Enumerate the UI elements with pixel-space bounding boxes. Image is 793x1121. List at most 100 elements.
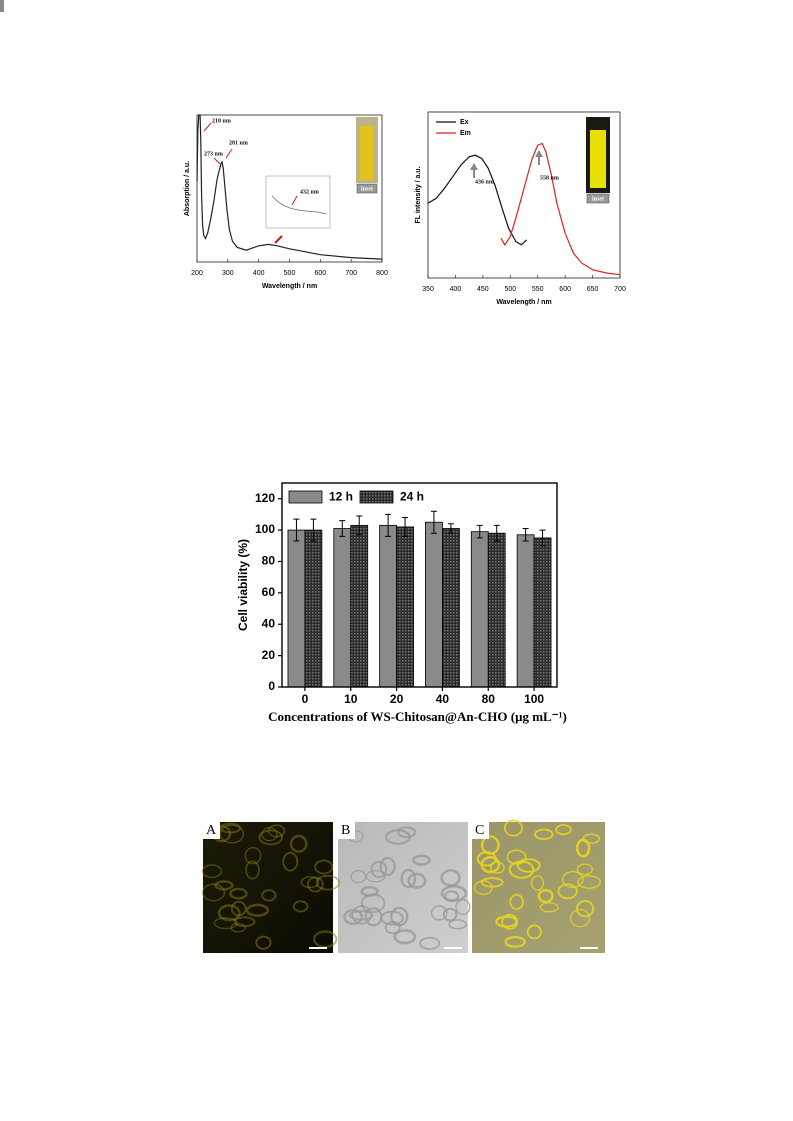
cell: [474, 880, 493, 895]
x-tick-label: 400: [450, 286, 462, 293]
x-axis-label: Wavelength / nm: [496, 299, 551, 306]
error-bar: [402, 517, 409, 537]
cell: [412, 854, 431, 866]
x-tick-label: 600: [559, 286, 571, 293]
panel-label: A: [206, 823, 217, 838]
cell: [516, 858, 541, 873]
legend-label: Ex: [460, 119, 469, 126]
cell: [315, 874, 341, 891]
cell: [582, 833, 601, 844]
panel-label: B: [341, 823, 350, 838]
cell: [219, 824, 245, 844]
cell: [245, 860, 260, 880]
cell: [576, 863, 593, 876]
cell: [214, 880, 234, 891]
x-tick-label: 500: [504, 286, 516, 293]
cell: [557, 883, 578, 900]
cell: [230, 922, 246, 933]
x-tick-label: 800: [376, 270, 388, 277]
annotation: 273 nm: [204, 151, 223, 157]
plot-frame: [281, 482, 558, 688]
vial-liquid: [590, 130, 606, 188]
error-bar: [385, 513, 392, 537]
legend-label: 12 h: [329, 490, 353, 504]
cell: [530, 875, 545, 891]
cell: [504, 936, 526, 948]
cell: [201, 883, 226, 902]
y-tick-label: 80: [262, 554, 276, 568]
cell: [360, 893, 386, 913]
vial-liquid: [360, 126, 374, 180]
legend-label: 24 h: [400, 490, 424, 504]
cell: [289, 834, 308, 853]
bar: [304, 529, 323, 688]
cell: [400, 868, 417, 889]
cell: [555, 824, 572, 836]
cell: [244, 846, 262, 865]
x-tick-label: 80: [482, 692, 496, 706]
inset-plot: [265, 175, 331, 229]
y-axis-label: Cell viability (%): [236, 539, 250, 631]
inset-label-box: [586, 193, 610, 204]
cell: [506, 849, 527, 865]
legend-label: Em: [460, 130, 471, 137]
annotation: inset: [592, 196, 604, 202]
y-axis-label: FL intensity / a.u.: [415, 166, 422, 223]
bar: [516, 534, 535, 688]
annotation: inset: [361, 186, 373, 192]
bar: [470, 531, 489, 688]
x-tick-label: 600: [314, 270, 326, 277]
cell: [534, 828, 554, 841]
cell: [219, 822, 242, 834]
plot-frame: [427, 111, 621, 279]
y-tick-label: 120: [255, 491, 275, 505]
cell: [455, 898, 471, 916]
cell: [364, 907, 383, 927]
cell: [476, 851, 497, 867]
cell: [201, 864, 223, 879]
cell: [260, 827, 278, 842]
cell: [576, 899, 595, 918]
spectrum-line: [196, 114, 383, 260]
error-bar: [539, 529, 546, 547]
cell: [393, 929, 417, 945]
cell: [407, 872, 427, 889]
x-tick-label: 500: [284, 270, 296, 277]
x-tick-label: 450: [477, 286, 489, 293]
cell: [448, 919, 467, 930]
error-bar: [339, 520, 346, 537]
bar: [350, 524, 369, 688]
cell: [261, 889, 277, 902]
error-bar: [356, 515, 363, 536]
bar: [425, 521, 443, 688]
x-tick-label: 200: [191, 270, 203, 277]
cell: [509, 893, 524, 910]
x-tick-label: 700: [345, 270, 357, 277]
corner-mark: [0, 0, 4, 12]
y-tick-label: 100: [255, 522, 275, 536]
cell: [351, 905, 373, 925]
x-tick-label: 650: [587, 286, 599, 293]
x-tick-label: 20: [390, 692, 404, 706]
annotation: 432 nm: [300, 189, 319, 195]
inset-curve: [271, 195, 327, 215]
error-bar: [493, 524, 500, 542]
inset-label-box: [356, 183, 378, 194]
cell: [503, 819, 524, 837]
y-axis-label: Absorption / a.u.: [184, 161, 191, 216]
cell: [526, 924, 542, 940]
cell: [255, 935, 272, 950]
x-axis-label: Wavelength / nm: [262, 283, 317, 290]
label-boxes: [203, 822, 489, 839]
spectrum-line: [427, 154, 528, 246]
cell: [365, 869, 386, 883]
bar: [333, 528, 352, 688]
cell: [419, 936, 441, 950]
bar: [396, 526, 414, 688]
x-tick-label: 0: [302, 692, 309, 706]
x-tick-label: 550: [532, 286, 544, 293]
error-bar: [430, 510, 437, 534]
x-tick-label: 10: [344, 692, 358, 706]
cell: [379, 856, 396, 877]
